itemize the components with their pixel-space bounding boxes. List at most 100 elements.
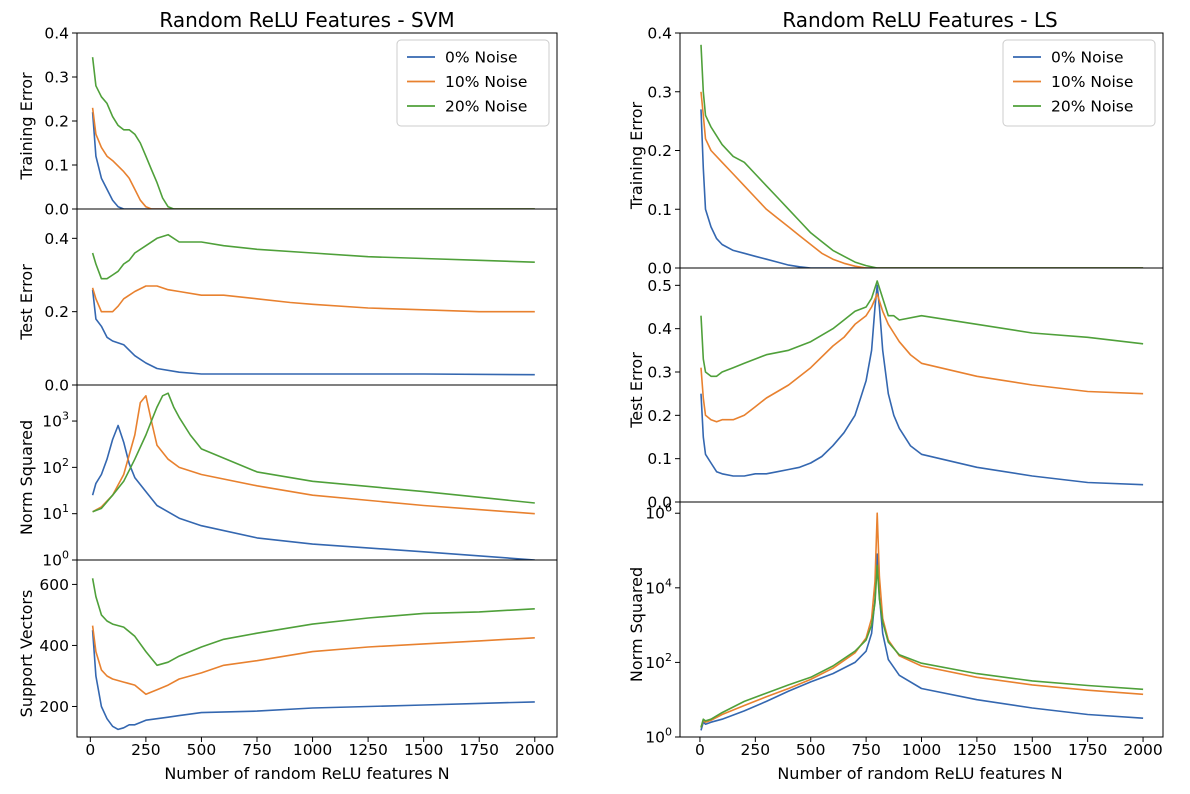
svm-norm-squared-ytick-base-3: 10 xyxy=(42,413,62,431)
svm-norm-squared-ytick-label-2: 102 xyxy=(42,456,69,477)
ls-training-error-series-line-1 xyxy=(700,91,1144,268)
ls-panel: Random ReLU Features - LS 0.0 0.1 0.2 0.3 0.… xyxy=(627,8,1164,783)
svm-norm-squared-ytick-exponent-2: 2 xyxy=(62,456,69,469)
ls-test-error-ytick-label-2: 0.2 xyxy=(647,407,672,425)
svm-test-error-ytick-label-1: 0.2 xyxy=(44,303,69,321)
ls-xtick-label-5: 1250 xyxy=(957,741,996,759)
ls-xtick-label-1: 250 xyxy=(741,741,771,759)
ls-norm-squared-ytick-exponent-2: 4 xyxy=(665,576,672,589)
svm-support-vectors-frame xyxy=(76,559,558,738)
ls-legend-box xyxy=(1002,39,1156,127)
ls-training-error-series-line-0 xyxy=(700,109,1144,268)
svm-xtick-label-2: 500 xyxy=(187,741,217,759)
svm-test-error-series-line-0 xyxy=(91,289,535,376)
svm-norm-squared-series-line-0 xyxy=(91,424,535,560)
ls-x-axis: 0 250 500 750 1000 1250 1500 1750 2000 xyxy=(695,737,1163,759)
svm-norm-squared-ytick-exponent-1: 1 xyxy=(62,502,69,515)
svm-norm-squared-ytick-base-0: 10 xyxy=(42,552,62,570)
ls-norm-squared-ytick-exponent-1: 2 xyxy=(665,651,672,664)
ls-norm-squared-ytick-label-0: 100 xyxy=(645,726,672,747)
svm-test-error-series-line-2 xyxy=(91,233,535,280)
ls-title: Random ReLU Features - LS xyxy=(782,8,1057,32)
ls-norm-squared-ytick-base-3: 10 xyxy=(645,505,665,523)
svm-support-vectors-series-line-0 xyxy=(91,630,535,731)
ls-test-error-ytick-label-1: 0.1 xyxy=(647,450,672,468)
svm-panel: Random ReLU Features - SVM 0.0 0.1 0.2 0.3 0… xyxy=(17,8,558,783)
svm-norm-squared-ytick-base-1: 10 xyxy=(42,505,62,523)
ls-xtick-label-3: 750 xyxy=(851,741,881,759)
ls-norm-squared-ytick-base-1: 10 xyxy=(645,654,665,672)
ls-norm-squared-ytick-exponent-3: 6 xyxy=(665,502,672,515)
svm-support-vectors-ytick-label-2: 600 xyxy=(39,576,69,594)
svm-training-error-ytick-label-4: 0.4 xyxy=(44,25,69,43)
svm-title: Random ReLU Features - SVM xyxy=(159,8,454,32)
ls-test-error-ytick-label-5: 0.5 xyxy=(647,277,672,295)
svm-test-error-series-line-1 xyxy=(91,285,535,313)
svm-norm-squared-ytick-label-3: 103 xyxy=(42,410,69,431)
ls-xtick-label-8: 2000 xyxy=(1123,741,1162,759)
svm-support-vectors-series-line-1 xyxy=(91,625,535,696)
ls-test-error-series-line-0 xyxy=(700,284,1144,486)
ls-training-error-ytick-label-4: 0.4 xyxy=(647,25,672,43)
svm-legend: 0% Noise 10% Noise 20% Noise xyxy=(396,39,550,127)
svm-test-error-ytick-label-0: 0.0 xyxy=(44,377,69,395)
ls-xtick-label-4: 1000 xyxy=(902,741,941,759)
ls-xtick-label-7: 1750 xyxy=(1068,741,1107,759)
ls-x-axis-label: Number of random ReLU features N xyxy=(777,764,1062,783)
svm-xtick-label-3: 750 xyxy=(242,741,272,759)
svm-legend-entry-2: 20% Noise xyxy=(445,98,527,116)
svm-x-axis-label: Number of random ReLU features N xyxy=(164,764,449,783)
ls-legend-entry-0: 0% Noise xyxy=(1051,49,1124,67)
svm-norm-squared-ytick-base-2: 10 xyxy=(42,459,62,477)
ls-test-error-ytick-label-0: 0.0 xyxy=(647,494,672,512)
ls-norm-squared-ytick-label-2: 104 xyxy=(645,576,672,597)
ls-training-error-subplot: 0.0 0.1 0.2 0.3 0.4 Training Error xyxy=(627,25,1164,278)
svm-xtick-label-8: 2000 xyxy=(515,741,554,759)
ls-norm-squared-ytick-label-1: 102 xyxy=(645,651,672,672)
svm-training-error-subplot: 0.0 0.1 0.2 0.3 0.4 Training Error xyxy=(17,25,558,219)
svm-norm-squared-y-axis-label: Norm Squared xyxy=(17,420,36,535)
svm-legend-entry-0: 0% Noise xyxy=(445,49,518,67)
svm-test-error-y-axis-label: Test Error xyxy=(17,264,36,341)
ls-test-error-subplot: 0.0 0.1 0.2 0.3 0.4 0.5 Test Error xyxy=(627,267,1164,512)
svm-support-vectors-y-axis-label: Support Vectors xyxy=(17,590,36,718)
svm-training-error-ytick-label-0: 0.0 xyxy=(44,201,69,219)
svm-xtick-label-0: 0 xyxy=(85,741,95,759)
ls-test-error-series-line-1 xyxy=(700,293,1144,423)
ls-legend-entry-1: 10% Noise xyxy=(1051,73,1133,91)
ls-norm-squared-series-line-2 xyxy=(700,564,1144,728)
ls-training-error-ytick-label-3: 0.3 xyxy=(647,83,672,101)
svm-xtick-label-4: 1000 xyxy=(293,741,332,759)
svm-norm-squared-ytick-exponent-3: 3 xyxy=(62,410,69,423)
ls-test-error-y-axis-label: Test Error xyxy=(627,352,646,429)
svm-xtick-label-7: 1750 xyxy=(459,741,498,759)
svm-support-vectors-series-line-2 xyxy=(91,578,535,667)
ls-xtick-label-0: 0 xyxy=(695,741,705,759)
svm-training-error-ytick-label-2: 0.2 xyxy=(44,113,69,131)
ls-legend: 0% Noise 10% Noise 20% Noise xyxy=(1002,39,1156,127)
svm-xtick-label-5: 1250 xyxy=(348,741,387,759)
svm-norm-squared-ytick-label-1: 101 xyxy=(42,502,69,523)
ls-norm-squared-ytick-base-2: 10 xyxy=(645,579,665,597)
svm-training-error-ytick-label-3: 0.3 xyxy=(44,69,69,87)
svm-test-error-subplot: 0.0 0.2 0.4 Test Error xyxy=(17,208,558,395)
ls-xtick-label-6: 1500 xyxy=(1013,741,1052,759)
svm-xtick-label-1: 250 xyxy=(131,741,161,759)
svm-norm-squared-ytick-label-0: 100 xyxy=(42,549,69,570)
ls-legend-entry-2: 20% Noise xyxy=(1051,98,1133,116)
svm-training-error-series-line-2 xyxy=(91,57,535,209)
ls-norm-squared-series-line-0 xyxy=(700,553,1144,731)
ls-norm-squared-y-axis-label: Norm Squared xyxy=(627,567,646,682)
ls-test-error-ytick-label-3: 0.3 xyxy=(647,364,672,382)
svm-x-axis: 0 250 500 750 1000 1250 1500 1750 2000 xyxy=(85,737,555,759)
ls-norm-squared-series-line-1 xyxy=(700,512,1144,728)
svm-legend-box xyxy=(396,39,550,127)
svm-training-error-ytick-label-1: 0.1 xyxy=(44,157,69,175)
svm-norm-squared-series-line-2 xyxy=(92,392,535,513)
ls-norm-squared-ytick-exponent-0: 0 xyxy=(665,726,672,739)
svm-support-vectors-ytick-label-0: 200 xyxy=(39,698,69,716)
